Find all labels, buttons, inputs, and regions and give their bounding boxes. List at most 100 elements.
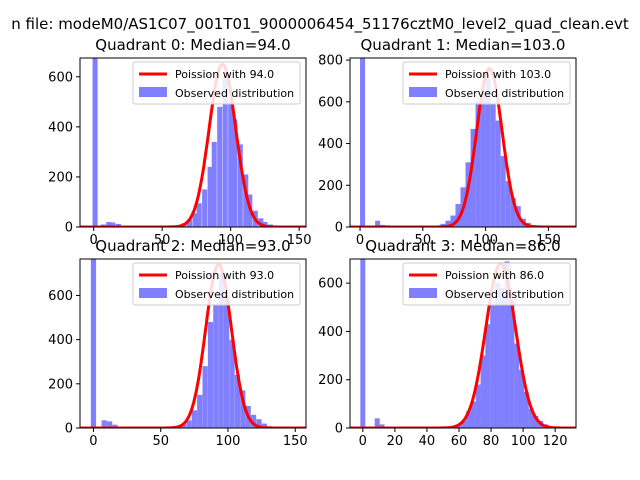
observed-bar — [106, 421, 113, 428]
y-tick-label: 200 — [48, 377, 73, 392]
legend-box — [132, 61, 301, 105]
observed-bar — [101, 420, 107, 428]
y-tick-label: 600 — [318, 277, 343, 292]
legend-box — [132, 262, 301, 306]
y-tick-label: 600 — [318, 95, 343, 110]
legend-box — [402, 61, 571, 105]
observed-bar — [211, 141, 217, 227]
y-tick-label: 200 — [48, 170, 73, 185]
observed-bar — [533, 415, 539, 428]
observed-bar — [480, 355, 486, 428]
observed-bar — [224, 295, 230, 428]
observed-bar — [466, 411, 472, 428]
x-tick-label: 150 — [283, 434, 308, 449]
observed-bar — [470, 401, 476, 428]
subplot-title: Quadrant 3: Median=86.0 — [365, 237, 560, 255]
observed-bar — [499, 287, 505, 428]
observed-bar — [374, 418, 380, 428]
observed-bar — [470, 128, 476, 227]
legend-swatch-observed — [409, 87, 437, 97]
plot-area — [350, 259, 576, 428]
axes-frame — [79, 57, 307, 228]
y-tick-label: 0 — [65, 221, 73, 236]
observed-bar — [475, 101, 481, 227]
observed-bar — [485, 78, 491, 227]
x-tick-label: 100 — [511, 434, 536, 449]
observed-bar — [509, 302, 515, 428]
x-tick-label: 120 — [543, 434, 568, 449]
x-tick-label: 60 — [451, 434, 468, 449]
subplot-title: Quadrant 0: Median=94.0 — [95, 36, 290, 54]
observed-bar — [379, 424, 385, 428]
x-tick-label: 20 — [387, 434, 404, 449]
axes-frame — [349, 258, 577, 429]
observed-bar — [106, 221, 112, 227]
legend-label-observed: Observed distribution — [445, 288, 564, 301]
legend-label-observed: Observed distribution — [175, 288, 294, 301]
y-tick-label: 0 — [335, 422, 343, 437]
observed-bar — [456, 425, 462, 428]
figure-suptitle: n file: modeM0/AS1C07_001T01_9000006454_… — [11, 15, 629, 34]
observed-bar — [202, 366, 208, 428]
legend: Poission with 103.0 Observed distribution — [402, 61, 571, 105]
y-tick-label: 800 — [318, 54, 343, 69]
observed-bar — [480, 93, 486, 227]
y-tick-label: 200 — [318, 179, 343, 194]
legend-swatch-observed — [409, 288, 437, 298]
subplot-quadrant-0: 0 50 100 150 0 200 400 600 Quadrant 0: Median=94… — [48, 36, 311, 248]
observed-bar — [207, 321, 214, 428]
axes-frame — [79, 258, 307, 429]
observed-bar — [217, 106, 223, 227]
y-tick-label: 600 — [48, 70, 73, 85]
observed-bar — [112, 424, 118, 428]
x-tick-label: 0 — [90, 233, 98, 248]
y-tick-label: 400 — [318, 325, 343, 340]
subplot-quadrant-2: 0 50 100 150 0 200 400 600 Quadrant 2: Median=93… — [48, 237, 307, 449]
x-tick-label: 50 — [415, 233, 432, 248]
x-tick-label: 150 — [287, 233, 312, 248]
observed-bar — [202, 189, 208, 227]
observed-bar — [213, 304, 219, 428]
x-tick-label: 100 — [473, 233, 498, 248]
observed-bar — [234, 374, 241, 428]
observed-bar — [450, 215, 456, 227]
observed-bar — [375, 220, 381, 227]
observed-bar — [455, 204, 461, 227]
x-tick-label: 0 — [89, 434, 97, 449]
legend: Poission with 86.0 Observed distribution — [402, 262, 571, 306]
observed-bar — [191, 410, 197, 428]
subplot-title: Quadrant 2: Median=93.0 — [95, 237, 290, 255]
observed-bar — [490, 304, 496, 428]
observed-bar — [445, 220, 451, 227]
observed-bar — [519, 370, 524, 428]
observed-bar — [222, 76, 228, 227]
legend: Poission with 94.0 Observed distribution — [132, 61, 301, 105]
observed-bar — [510, 197, 516, 227]
observed-bar — [232, 119, 238, 227]
x-tick-label: 50 — [154, 233, 171, 248]
legend-label-observed: Observed distribution — [445, 87, 564, 100]
observed-bar — [523, 391, 529, 428]
subplot-quadrant-3: 0 20 40 60 80 100 120 0 200 400 600 Quadrant 3: Med… — [318, 237, 577, 449]
observed-bar — [92, 58, 98, 227]
legend-label-observed: Observed distribution — [175, 87, 294, 100]
y-tick-label: 400 — [48, 120, 73, 135]
observed-bar — [360, 58, 366, 227]
y-tick-label: 0 — [65, 422, 73, 437]
observed-bar — [207, 166, 213, 227]
x-tick-label: 150 — [536, 233, 561, 248]
legend-label-poisson: Poission with 86.0 — [445, 269, 544, 282]
subplot-title: Quadrant 1: Median=103.0 — [361, 36, 566, 54]
observed-bar — [197, 394, 203, 428]
observed-bar — [187, 219, 193, 227]
poisson-curve — [350, 262, 576, 428]
observed-bar — [475, 384, 481, 428]
x-tick-label: 100 — [216, 434, 241, 449]
observed-bar — [485, 324, 491, 428]
legend-label-poisson: Poission with 103.0 — [445, 68, 551, 81]
observed-bar — [115, 223, 121, 227]
observed-bar — [256, 419, 262, 428]
x-tick-label: 80 — [483, 434, 500, 449]
observed-bar — [110, 222, 116, 227]
